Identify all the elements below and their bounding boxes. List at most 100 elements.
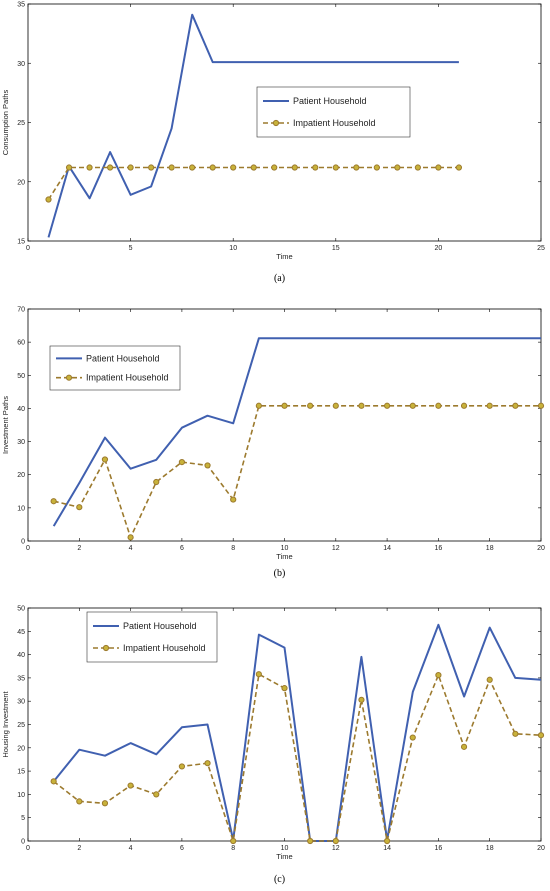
impatient-household-marker: [414, 164, 421, 171]
x-tick-label: 8: [231, 845, 235, 852]
y-tick-label: 5: [21, 815, 25, 822]
impatient-household-marker: [230, 164, 237, 171]
x-tick-label: 2: [77, 845, 81, 852]
impatient-household-marker: [178, 763, 185, 770]
impatient-household-marker: [394, 164, 401, 171]
impatient-household-marker: [435, 402, 442, 409]
legend-label: Patient Household: [123, 621, 197, 631]
impatient-household-marker: [148, 164, 155, 171]
impatient-household-marker: [127, 534, 134, 541]
impatient-household-marker: [332, 402, 339, 409]
impatient-household-marker: [101, 456, 109, 463]
impatient-household-marker: [65, 164, 73, 171]
impatient-household-marker: [435, 672, 442, 679]
impatient-legend-marker: [65, 374, 73, 381]
impatient-household-marker: [209, 164, 216, 171]
panel-caption: (c): [274, 874, 285, 885]
y-tick-label: 0: [21, 839, 25, 846]
impatient-household-marker: [460, 402, 468, 409]
x-tick-label: 10: [281, 845, 289, 852]
y-tick-label: 0: [21, 539, 25, 546]
impatient-household-line: [53, 673, 542, 842]
x-tick-label: 6: [180, 845, 184, 852]
y-tick-label: 15: [17, 239, 25, 246]
x-axis-title: Time: [276, 552, 292, 561]
impatient-household-marker: [358, 402, 365, 409]
y-tick-label: 10: [17, 505, 25, 512]
impatient-household-marker: [512, 730, 519, 737]
x-tick-label: 25: [537, 245, 545, 252]
impatient-household-marker: [512, 402, 519, 409]
y-tick-label: 60: [17, 340, 25, 347]
impatient-household-marker: [255, 402, 262, 409]
impatient-household-marker: [384, 837, 391, 845]
impatient-household-marker: [153, 478, 160, 486]
x-tick-label: 0: [26, 845, 30, 852]
impatient-household-marker: [312, 164, 319, 171]
y-tick-label: 25: [17, 120, 25, 127]
y-tick-label: 30: [17, 439, 25, 446]
y-tick-label: 35: [17, 2, 25, 9]
impatient-household-marker: [127, 164, 134, 171]
x-tick-label: 14: [383, 845, 391, 852]
y-tick-label: 45: [17, 629, 25, 636]
panel-caption: (a): [274, 273, 285, 284]
y-tick-label: 30: [17, 699, 25, 706]
impatient-household-marker: [332, 837, 339, 845]
impatient-household-marker: [409, 402, 416, 409]
x-tick-label: 10: [281, 545, 289, 552]
impatient-household-marker: [168, 164, 175, 171]
chart-panel-2: 0 2 4 6 8 10 12 14 16 18 20 0 10 20 30 40 50 60 70 Time Inve…: [1, 307, 545, 580]
y-tick-label: 50: [17, 606, 25, 613]
y-axis-title: Investment Paths: [1, 396, 10, 454]
impatient-household-marker: [537, 732, 545, 739]
impatient-household-marker: [373, 164, 380, 171]
x-tick-label: 10: [229, 245, 237, 252]
y-tick-label: 20: [17, 472, 25, 479]
patient-household-line: [52, 337, 541, 527]
x-tick-label: 20: [537, 845, 545, 852]
impatient-household-marker: [101, 800, 109, 807]
y-tick-label: 50: [17, 373, 25, 380]
impatient-household-marker: [189, 164, 196, 171]
y-tick-label: 40: [17, 652, 25, 659]
y-tick-label: 30: [17, 61, 25, 68]
patient-household-line: [52, 623, 542, 842]
x-tick-label: 5: [129, 245, 133, 252]
x-tick-label: 8: [231, 545, 235, 552]
impatient-household-marker: [204, 760, 211, 767]
impatient-household-marker: [409, 734, 416, 741]
legend-box: [49, 345, 181, 391]
y-tick-label: 10: [17, 792, 25, 799]
patient-household-line: [47, 13, 459, 238]
legend-label: Impatient Household: [293, 118, 376, 128]
y-tick-label: 40: [17, 406, 25, 413]
x-tick-label: 18: [486, 845, 494, 852]
impatient-legend-marker: [102, 644, 110, 652]
x-tick-label: 20: [537, 545, 545, 552]
x-tick-label: 15: [332, 245, 340, 252]
impatient-household-marker: [271, 164, 278, 171]
x-tick-label: 16: [435, 845, 443, 852]
impatient-household-marker: [291, 164, 298, 171]
impatient-household-marker: [230, 837, 237, 845]
impatient-household-marker: [384, 402, 391, 409]
x-tick-label: 4: [129, 545, 133, 552]
impatient-household-marker: [455, 164, 463, 171]
x-tick-label: 0: [26, 245, 30, 252]
impatient-household-marker: [486, 402, 493, 409]
impatient-household-marker: [358, 696, 365, 703]
impatient-household-marker: [537, 402, 545, 409]
impatient-household-marker: [50, 498, 57, 505]
y-tick-label: 35: [17, 675, 25, 682]
impatient-household-marker: [76, 504, 83, 511]
legend: Patient Household Impatient Household: [86, 611, 218, 663]
legend-label: Patient Household: [86, 353, 160, 363]
chart-panel-1: 0 5 10 15 20 25 15 20 25 30 35 Time Consumption Path…: [1, 2, 545, 285]
impatient-household-line: [47, 166, 459, 200]
impatient-household-line: [53, 404, 541, 539]
impatient-household-marker: [250, 164, 257, 171]
impatient-household-marker: [178, 459, 185, 466]
impatient-household-marker: [76, 798, 83, 805]
